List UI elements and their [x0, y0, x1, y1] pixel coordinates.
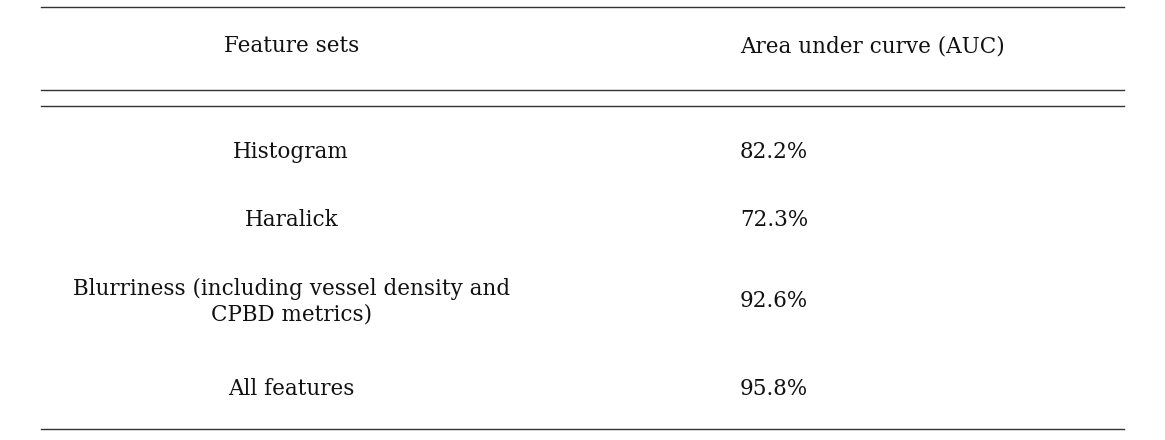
Text: Histogram: Histogram — [233, 141, 350, 163]
Text: Feature sets: Feature sets — [224, 35, 359, 57]
Text: Haralick: Haralick — [245, 209, 338, 231]
Text: 72.3%: 72.3% — [740, 209, 809, 231]
Text: 82.2%: 82.2% — [740, 141, 809, 163]
Text: 92.6%: 92.6% — [740, 290, 809, 312]
Text: Area under curve (AUC): Area under curve (AUC) — [740, 35, 1004, 57]
Text: 95.8%: 95.8% — [740, 378, 809, 400]
Text: Blurriness (including vessel density and
CPBD metrics): Blurriness (including vessel density and… — [72, 278, 510, 325]
Text: All features: All features — [228, 378, 354, 400]
